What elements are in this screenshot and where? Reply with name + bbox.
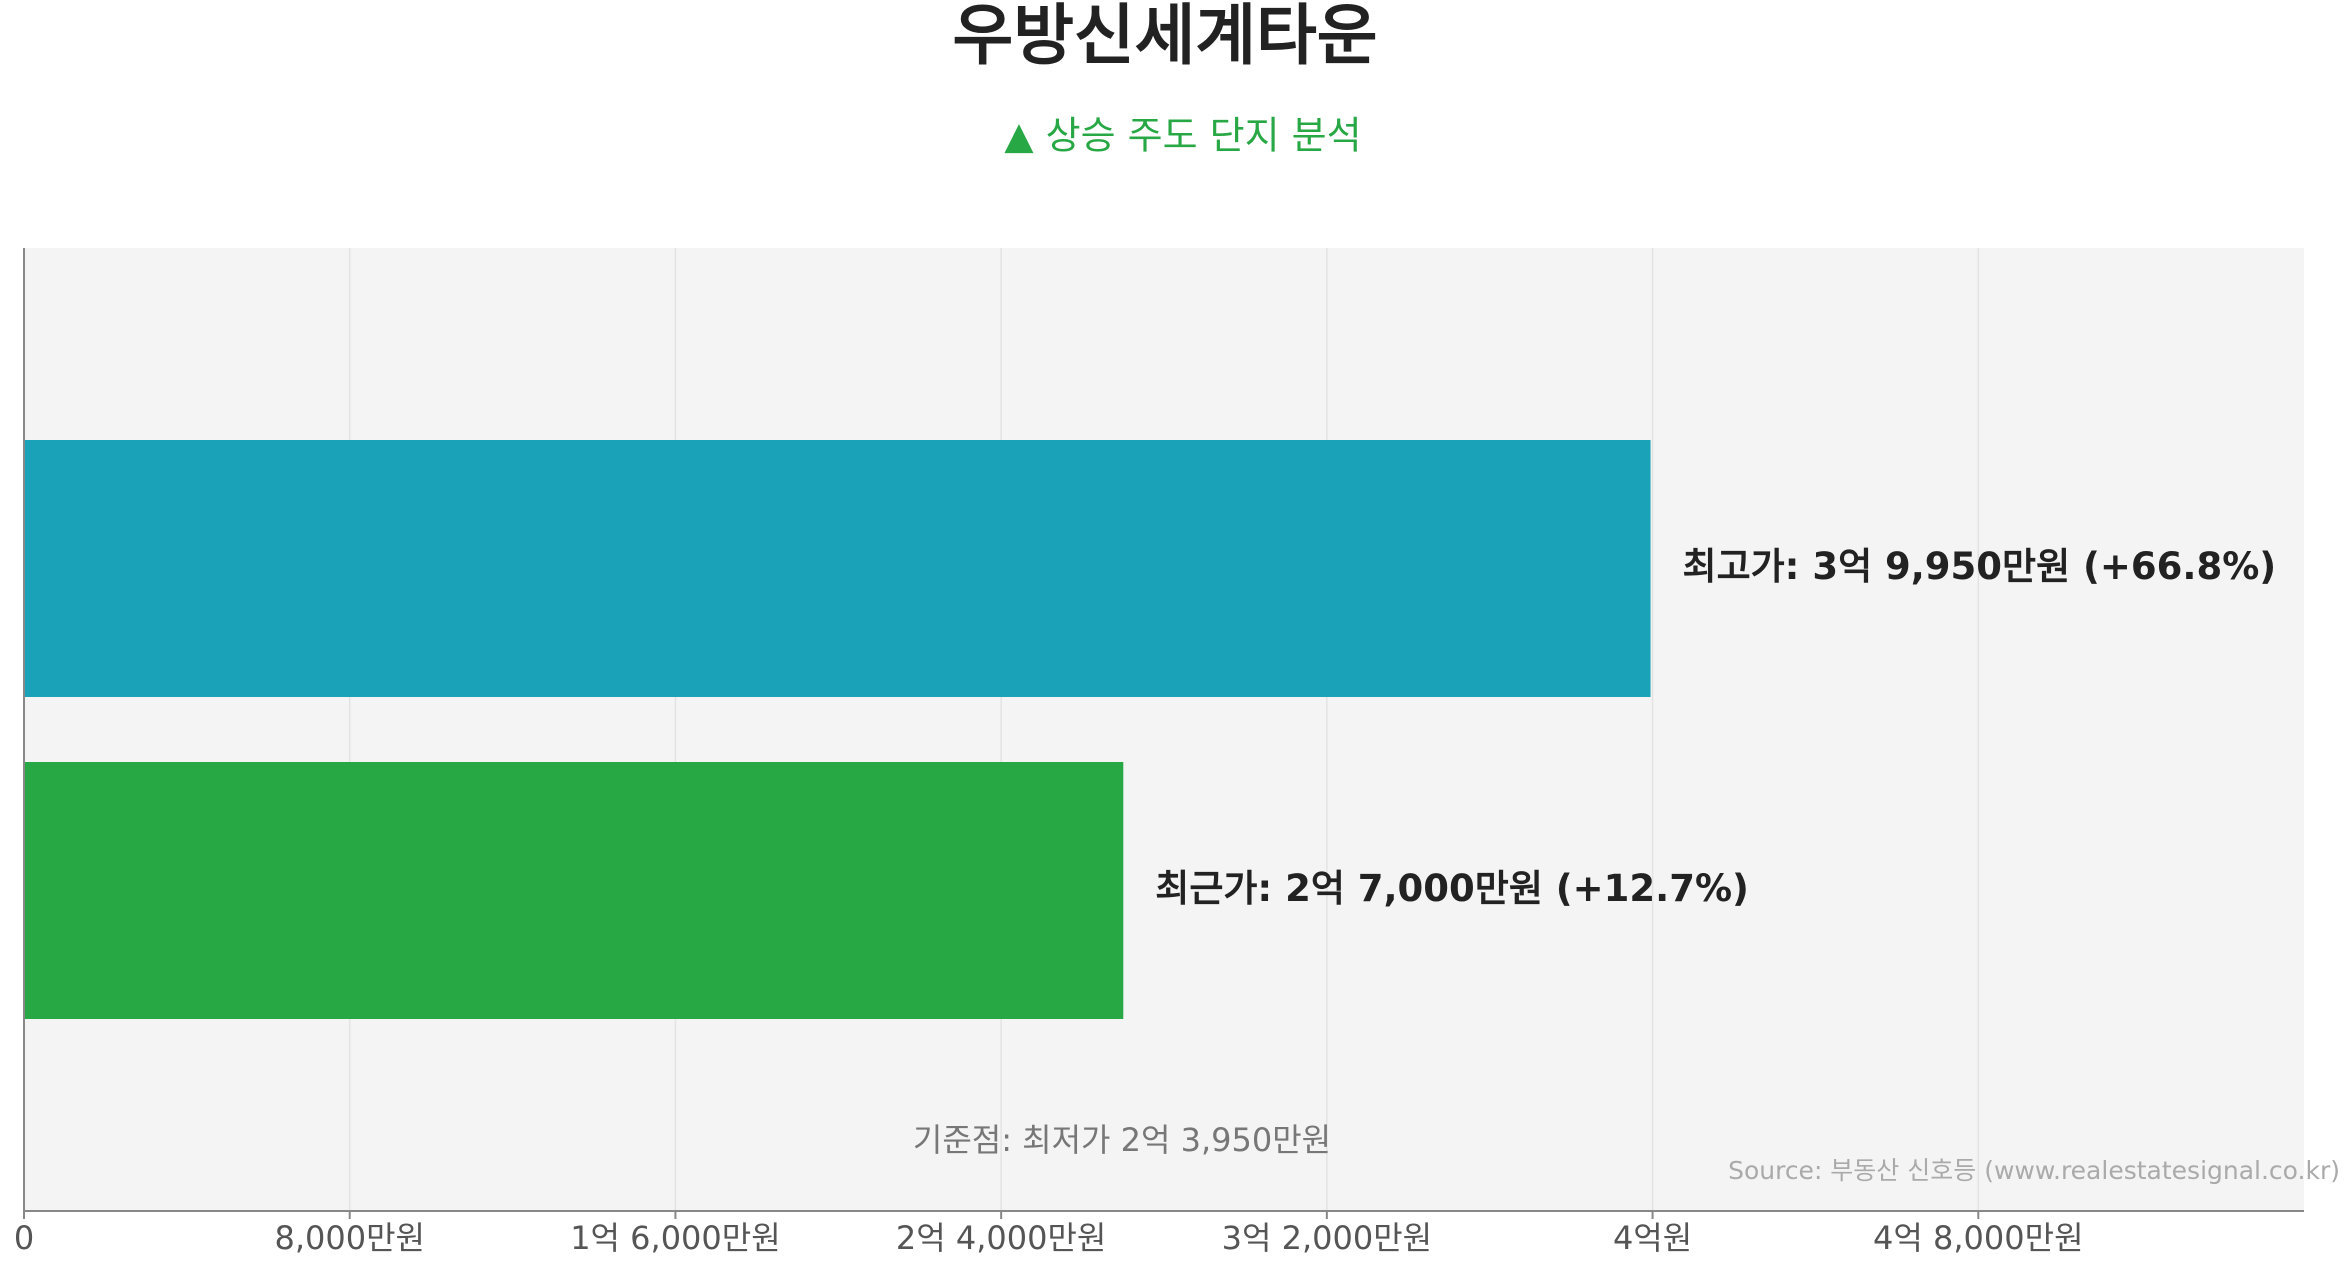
value-label: 최근가: 2억 7,000만원 (+12.7%) — [1155, 867, 1749, 910]
chart-title: 우방신세계타운 — [952, 0, 1377, 74]
x-tick-label: 3억 2,000만원 — [1222, 1219, 1432, 1257]
x-tick-label: 1억 6,000만원 — [570, 1219, 780, 1257]
x-tick-label: 2억 4,000만원 — [896, 1219, 1106, 1257]
x-tick-label: 4억 8,000만원 — [1873, 1219, 2083, 1257]
bar — [24, 762, 1124, 1019]
value-label: 최고가: 3억 9,950만원 (+66.8%) — [1683, 545, 2277, 588]
x-tick-label: 4억원 — [1613, 1219, 1692, 1257]
x-tick-label: 0 — [14, 1219, 34, 1257]
chart-subtitle: ▲ 상승 주도 단지 분석 — [1004, 114, 1361, 158]
plot-area — [24, 248, 2304, 1211]
annotation: 기준점: 최저가 2억 3,950만원 — [913, 1121, 1331, 1159]
bar — [24, 440, 1651, 697]
source: Source: 부동산 신호등 (www.realestatesignal.co… — [1728, 1156, 2340, 1185]
x-tick-label: 8,000만원 — [274, 1219, 425, 1257]
